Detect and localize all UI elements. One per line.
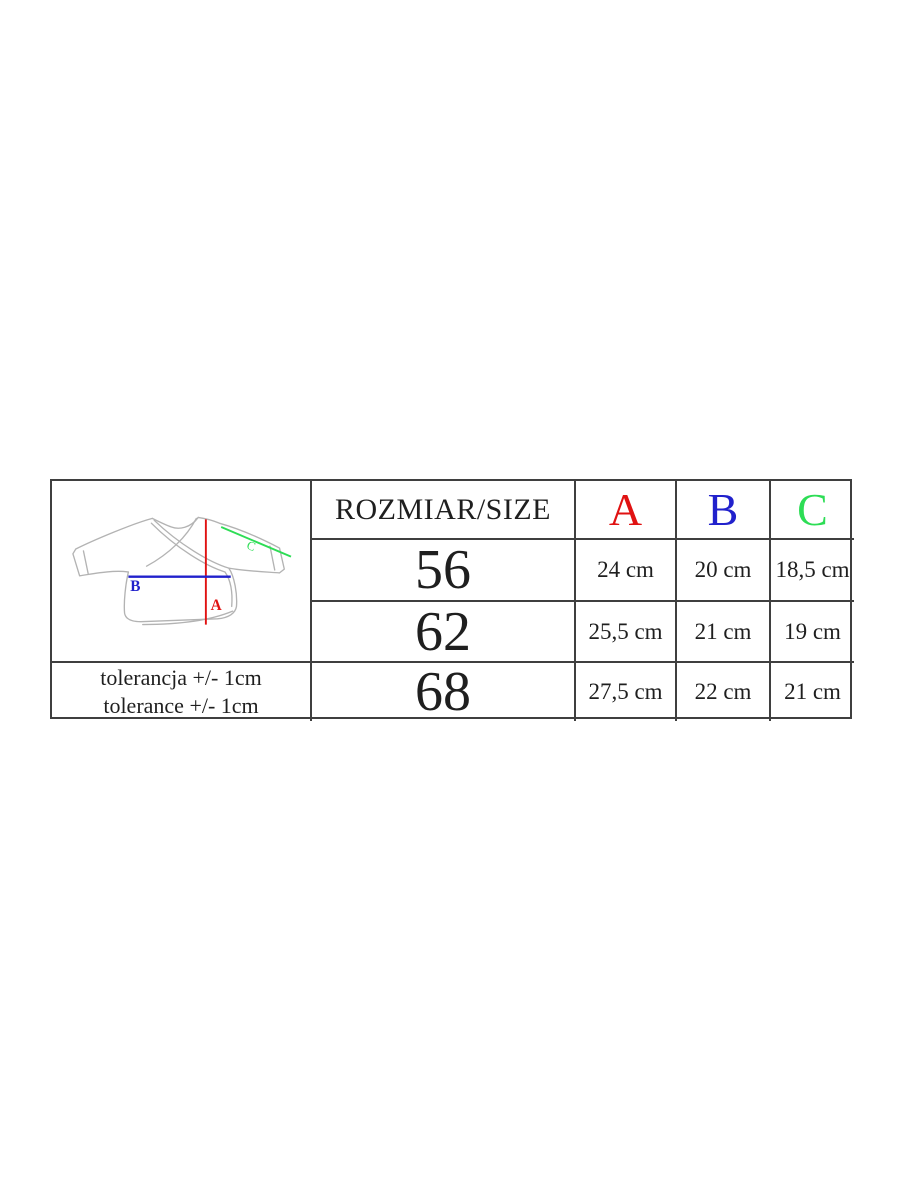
size-chart-table: A B C ROZMIAR/SIZE A B C 56 24 cm 20 cm … — [50, 479, 854, 721]
size-68-c-value: 21 cm — [784, 679, 841, 704]
size-68-b-value: 22 cm — [677, 663, 771, 721]
size-68-label: 68 — [312, 663, 576, 721]
size-62-b-value: 21 cm — [677, 602, 771, 663]
garment-diagram-cell: A B C — [52, 481, 312, 663]
header-column-b: B — [677, 481, 771, 540]
size-62-a-value: 25,5 cm — [576, 602, 677, 663]
size-56-label: 56 — [312, 540, 576, 602]
measure-line-c — [220, 526, 292, 558]
header-column-c: C — [771, 481, 854, 540]
diagram-label-b: B — [130, 578, 140, 595]
size-56-b-value: 20 cm — [677, 540, 771, 602]
diagram-label-c: C — [245, 538, 258, 554]
tolerance-note: tolerancja +/- 1cm tolerance +/- 1cm — [52, 663, 312, 721]
header-size-label: ROZMIAR/SIZE — [312, 481, 576, 540]
diagram-label-a: A — [211, 597, 222, 614]
garment-outline — [72, 516, 285, 626]
size-62-label: 62 — [312, 602, 576, 663]
garment-diagram: A B C — [72, 516, 292, 626]
size-68-a-value: 27,5 cm — [576, 663, 677, 721]
tolerance-line-en: tolerance +/- 1cm — [103, 693, 259, 718]
header-column-a: A — [576, 481, 677, 540]
tolerance-line-pl: tolerancja +/- 1cm — [100, 665, 262, 690]
size-62-c-value: 19 cm — [771, 602, 854, 663]
size-56-c-value: 18,5 cm — [771, 540, 854, 602]
size-56-a-value: 24 cm — [576, 540, 677, 602]
